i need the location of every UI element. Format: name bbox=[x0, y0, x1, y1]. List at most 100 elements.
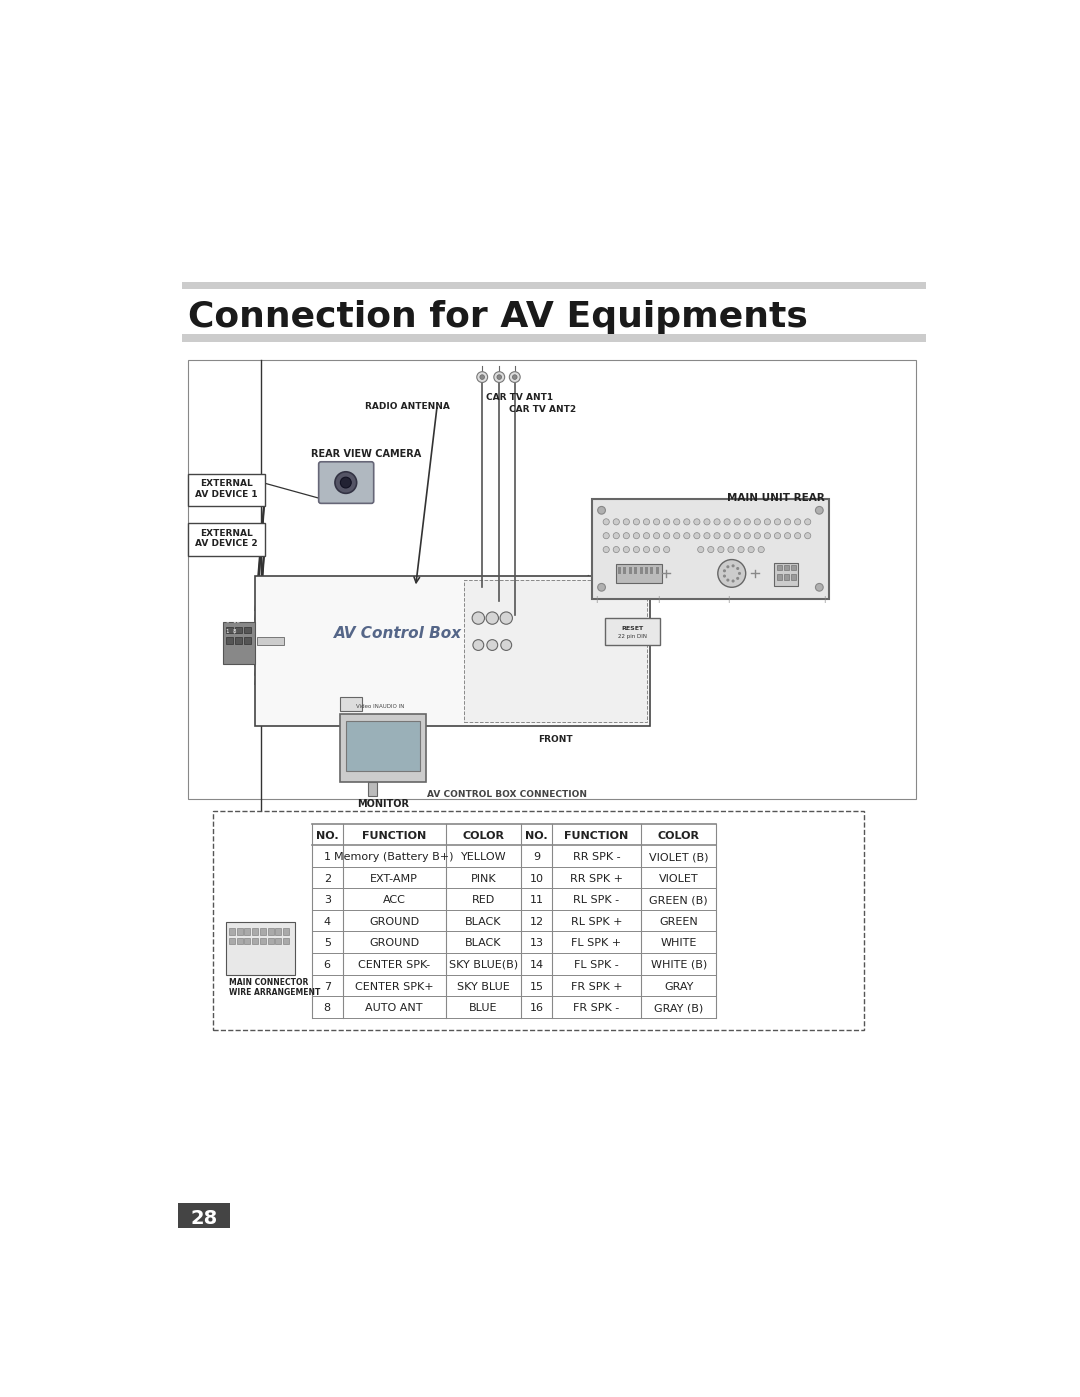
Circle shape bbox=[723, 574, 726, 577]
Circle shape bbox=[707, 546, 714, 553]
Bar bbox=[634, 567, 637, 574]
Circle shape bbox=[765, 532, 770, 539]
Circle shape bbox=[623, 546, 630, 553]
Circle shape bbox=[500, 612, 512, 624]
Circle shape bbox=[486, 612, 499, 624]
Bar bbox=[268, 937, 273, 944]
Circle shape bbox=[815, 584, 823, 591]
Circle shape bbox=[724, 532, 730, 539]
Bar bbox=[791, 564, 796, 570]
Bar bbox=[346, 721, 420, 771]
Circle shape bbox=[727, 578, 729, 581]
Text: NO.: NO. bbox=[525, 831, 548, 841]
Text: |: | bbox=[824, 597, 826, 604]
Text: FUNCTION: FUNCTION bbox=[565, 831, 629, 841]
Circle shape bbox=[748, 546, 754, 553]
Circle shape bbox=[693, 532, 700, 539]
Circle shape bbox=[737, 567, 739, 570]
Circle shape bbox=[480, 374, 485, 380]
Circle shape bbox=[738, 571, 741, 576]
Circle shape bbox=[476, 372, 488, 383]
Bar bbox=[222, 622, 255, 665]
Bar bbox=[650, 567, 653, 574]
Circle shape bbox=[663, 518, 670, 525]
Circle shape bbox=[718, 560, 745, 587]
Circle shape bbox=[754, 518, 760, 525]
Text: MONITOR: MONITOR bbox=[357, 799, 409, 809]
Text: GRAY (B): GRAY (B) bbox=[654, 1003, 703, 1013]
Text: RL SPK +: RL SPK + bbox=[570, 916, 622, 926]
Text: FR SPK +: FR SPK + bbox=[570, 982, 622, 992]
Bar bbox=[237, 929, 243, 935]
Circle shape bbox=[805, 518, 811, 525]
Text: RED: RED bbox=[472, 895, 495, 905]
Text: 13: 13 bbox=[529, 939, 543, 949]
Text: |: | bbox=[727, 597, 729, 604]
Circle shape bbox=[644, 532, 649, 539]
Bar bbox=[255, 576, 650, 726]
Circle shape bbox=[653, 532, 660, 539]
Text: 11: 11 bbox=[529, 895, 543, 905]
Circle shape bbox=[758, 546, 765, 553]
Text: VIOLET (B): VIOLET (B) bbox=[649, 852, 708, 862]
Circle shape bbox=[734, 532, 740, 539]
Circle shape bbox=[653, 518, 660, 525]
Text: NO.: NO. bbox=[315, 831, 338, 841]
Text: ACC: ACC bbox=[382, 895, 406, 905]
Bar bbox=[244, 637, 252, 644]
Bar bbox=[283, 929, 289, 935]
Circle shape bbox=[644, 518, 649, 525]
Text: 5: 5 bbox=[324, 939, 330, 949]
Circle shape bbox=[613, 518, 619, 525]
Bar bbox=[188, 474, 266, 507]
Circle shape bbox=[633, 546, 639, 553]
Text: GROUND: GROUND bbox=[369, 939, 419, 949]
Circle shape bbox=[744, 532, 751, 539]
Circle shape bbox=[714, 518, 720, 525]
Text: RESET: RESET bbox=[621, 626, 644, 631]
Text: CAR TV ANT1: CAR TV ANT1 bbox=[486, 393, 553, 402]
Bar bbox=[340, 697, 362, 711]
Bar bbox=[188, 360, 916, 799]
Circle shape bbox=[510, 372, 521, 383]
Circle shape bbox=[795, 518, 800, 525]
Circle shape bbox=[472, 612, 485, 624]
Circle shape bbox=[754, 532, 760, 539]
Text: MAIN CONNECTOR
WIRE ARRANGEMENT: MAIN CONNECTOR WIRE ARRANGEMENT bbox=[229, 978, 320, 997]
Circle shape bbox=[724, 518, 730, 525]
Circle shape bbox=[737, 577, 739, 580]
Text: EXT-AMP: EXT-AMP bbox=[370, 873, 418, 884]
Bar bbox=[639, 567, 643, 574]
Bar bbox=[283, 937, 289, 944]
Circle shape bbox=[731, 580, 734, 583]
Text: 8: 8 bbox=[324, 1003, 330, 1013]
Bar bbox=[623, 567, 626, 574]
Text: BLACK: BLACK bbox=[465, 939, 501, 949]
Text: 16: 16 bbox=[529, 1003, 543, 1013]
Circle shape bbox=[613, 546, 619, 553]
Text: 10: 10 bbox=[529, 873, 543, 884]
Circle shape bbox=[473, 640, 484, 651]
Circle shape bbox=[663, 532, 670, 539]
Text: RR SPK -: RR SPK - bbox=[572, 852, 620, 862]
Bar bbox=[629, 567, 632, 574]
Bar bbox=[181, 282, 926, 289]
Bar bbox=[592, 499, 828, 599]
Text: BLACK: BLACK bbox=[465, 916, 501, 926]
Circle shape bbox=[603, 532, 609, 539]
Bar bbox=[618, 567, 621, 574]
Circle shape bbox=[633, 518, 639, 525]
Circle shape bbox=[704, 518, 710, 525]
Bar bbox=[777, 564, 782, 570]
Bar bbox=[181, 334, 926, 342]
Text: Video IN: Video IN bbox=[356, 704, 379, 710]
Bar bbox=[656, 567, 659, 574]
Text: FUNCTION: FUNCTION bbox=[362, 831, 427, 841]
Bar bbox=[774, 563, 798, 585]
Circle shape bbox=[494, 372, 504, 383]
Text: VIOLET: VIOLET bbox=[659, 873, 699, 884]
Circle shape bbox=[774, 532, 781, 539]
Circle shape bbox=[744, 518, 751, 525]
Text: MAIN UNIT REAR: MAIN UNIT REAR bbox=[727, 493, 825, 503]
Text: WHITE: WHITE bbox=[661, 939, 697, 949]
